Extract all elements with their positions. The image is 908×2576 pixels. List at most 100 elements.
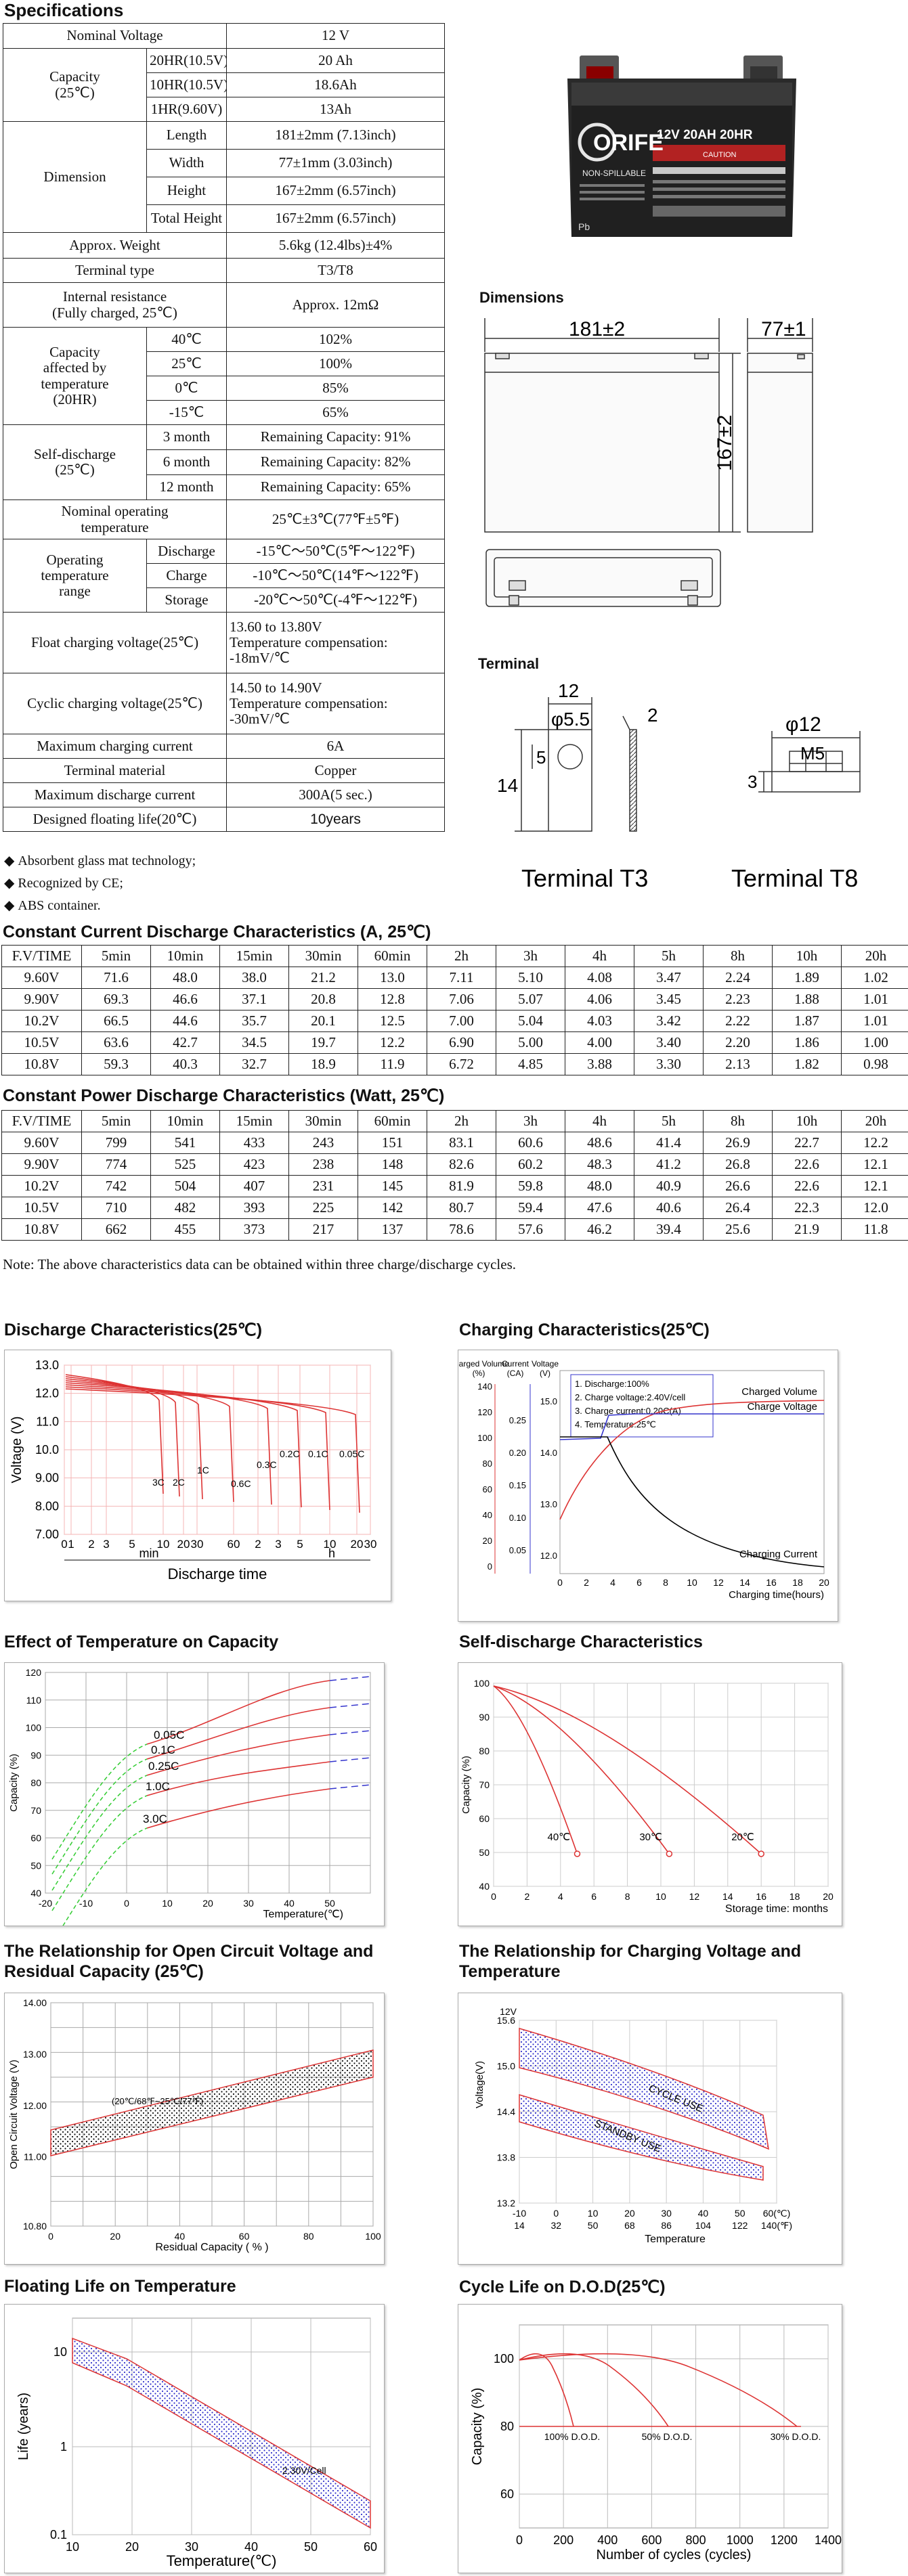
table-cell: 18.9 (289, 1054, 358, 1075)
table-cell: 59.3 (82, 1054, 151, 1075)
capacity-row-value: 20 Ah (227, 49, 445, 73)
table-cell: 7.11 (427, 967, 496, 989)
rate-label: 0.6C (231, 1478, 251, 1489)
x-tick: 0 (124, 1898, 129, 1909)
capacity-row-value: 18.6Ah (227, 73, 445, 97)
table-cell: 83.1 (427, 1132, 496, 1154)
x-tick-label: 2 (88, 1538, 94, 1551)
table-cell: 12.0 (842, 1197, 908, 1219)
table-cell: 35.7 (220, 1011, 289, 1032)
table-cell: 48.3 (565, 1154, 634, 1176)
terminal-drawings: 12 φ5.5 2 5 14 φ12 M5 3 Terminal T3 Term… (488, 677, 901, 907)
y1-tick: 120 (477, 1407, 492, 1417)
dim-length: 181±2 (569, 318, 625, 340)
table-cell: 13.0 (358, 967, 427, 989)
table-cell: 433 (220, 1132, 289, 1154)
table-cell: 57.6 (496, 1219, 565, 1241)
y2-tick: 0.05 (509, 1545, 526, 1555)
x-tick-label: 20 (351, 1538, 364, 1551)
table-cell: 26.9 (704, 1132, 773, 1154)
table-cell: 41.2 (634, 1154, 704, 1176)
table-cell: 25.6 (704, 1219, 773, 1241)
bullet-item: ◆ Recognized by CE; (4, 872, 196, 895)
x-tick: 10 (66, 2540, 79, 2554)
table-cell: 21.9 (773, 1219, 842, 1241)
x-tick: 16 (756, 1891, 766, 1902)
y-tick: 13.00 (23, 2049, 47, 2060)
table-cell: 22.6 (773, 1154, 842, 1176)
y-tick: 80 (500, 2420, 514, 2433)
battery-product-image: Pb ORIFE 12V 20AH 20HR NON-SPILLABLE CAU… (567, 55, 796, 237)
y3-tick: 15.0 (540, 1396, 557, 1406)
y-tick: 80 (479, 1746, 490, 1756)
x-tick: 1400 (815, 2533, 842, 2547)
table-cell: 541 (151, 1132, 220, 1154)
x-tick: 18 (792, 1577, 803, 1588)
y-tick: 50 (30, 1860, 41, 1871)
band-label: 2.30V/Cell (282, 2465, 326, 2476)
y1-tick: 60 (483, 1484, 492, 1494)
chart-title-float-life: Floating Life on Temperature (4, 2277, 236, 2296)
curve-label: 30% D.O.D. (771, 2431, 821, 2442)
table-cell: 1.89 (773, 967, 842, 989)
table-cell: 5.07 (496, 989, 565, 1011)
x-tick: 10 (162, 1898, 173, 1909)
table-cell: 12.1 (842, 1176, 908, 1197)
table-cell: 40.6 (634, 1197, 704, 1219)
internal-resistance-label: Internal resistance (Fully charged, 25℃) (3, 283, 227, 328)
y2-tick: 0.10 (509, 1513, 526, 1523)
rate-label: 2C (173, 1477, 185, 1488)
y1-tick: 80 (483, 1459, 492, 1469)
weight-value: 5.6kg (12.4lbs)±4% (227, 233, 445, 259)
op-temp-range-label: Operating temperature range (3, 539, 147, 613)
y-axis-label: Voltage(V) (474, 2061, 485, 2108)
table-cell: 1.86 (773, 1032, 842, 1054)
chart-title-charging: Charging Characteristics(25℃) (459, 1320, 710, 1340)
y-tick: 15.0 (497, 2061, 515, 2072)
table-cell: 393 (220, 1197, 289, 1219)
y-tick: 13.2 (497, 2198, 515, 2208)
cap-temp-label: Capacity affected by temperature (20HR) (3, 328, 147, 425)
x-tick: 14 (739, 1577, 750, 1588)
table-header-cell: 8h (704, 946, 773, 967)
model-text: 12V 20AH 20HR (657, 128, 753, 142)
table-header-cell: 20h (842, 946, 908, 967)
y3-tick: 13.0 (540, 1499, 557, 1509)
max-charge-current-value: 6A (227, 734, 445, 759)
table-header-cell: F.V/TIME (2, 1111, 82, 1132)
table-cell: 1.82 (773, 1054, 842, 1075)
cyclic-voltage-value: 14.50 to 14.90V Temperature compensation… (227, 673, 445, 734)
table-header-cell: 15min (220, 1111, 289, 1132)
x-tick-label: 20 (177, 1538, 190, 1551)
table-note: Note: The above characteristics data can… (3, 1256, 516, 1273)
capacity-row-value: 13Ah (227, 97, 445, 122)
table-cell: 12.2 (358, 1032, 427, 1054)
axis2-unit: (CA) (507, 1369, 524, 1378)
table-header-cell: 30min (289, 946, 358, 967)
x-tick: 14 (722, 1891, 733, 1902)
table-cell: 0.98 (842, 1054, 908, 1075)
axis2-title: Current (502, 1359, 529, 1369)
dimension-row-label: Length (147, 122, 227, 150)
table-header-cell: 10h (773, 1111, 842, 1132)
legend-item: 1. Discharge:100% (575, 1379, 649, 1389)
curve-label: 0.1C (151, 1744, 175, 1756)
x-tick: 400 (597, 2533, 618, 2547)
table-cell: 145 (358, 1176, 427, 1197)
x-tick: 20 (823, 1891, 834, 1902)
y2-tick: 0.20 (509, 1448, 526, 1458)
op-temp-row-label: Storage (147, 588, 227, 613)
table-cell: 71.6 (82, 967, 151, 989)
table-cell: 48.0 (151, 967, 220, 989)
table-cell: 12.1 (842, 1154, 908, 1176)
op-temp-row-value: -15℃～50℃(5℉～122℉) (227, 539, 445, 564)
x-tick-label: 3 (275, 1538, 281, 1551)
y-tick: 12.00 (23, 2100, 47, 2111)
y-tick: 13.8 (497, 2152, 515, 2163)
x-tick: 40 (175, 2231, 186, 2242)
table-cell: 10.5V (2, 1032, 82, 1054)
